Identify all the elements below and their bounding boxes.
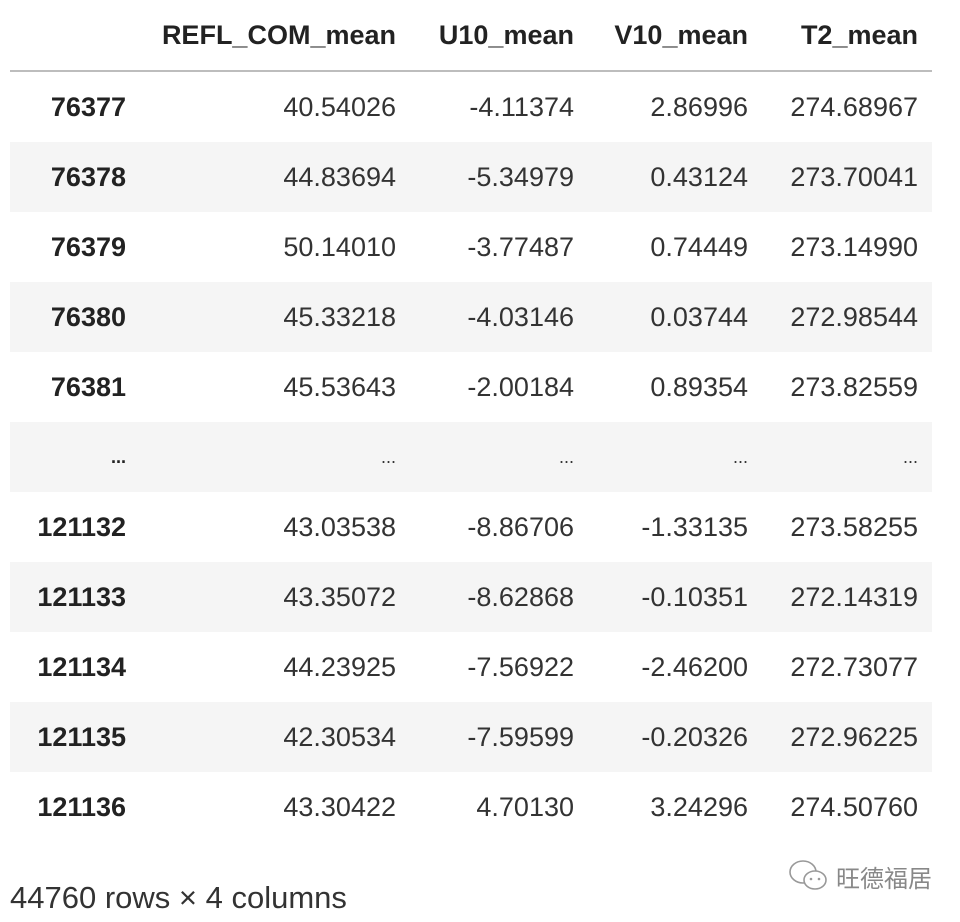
table-row: 76379 50.14010 -3.77487 0.74449 273.14990: [10, 212, 932, 282]
table-cell: 272.98544: [790, 301, 918, 332]
table-cell: 274.50760: [790, 791, 918, 822]
table-row: 76381 45.53643 -2.00184 0.89354 273.82559: [10, 352, 932, 422]
table-cell: 273.58255: [790, 511, 918, 542]
column-header: V10_mean: [588, 0, 762, 72]
row-index: 121135: [37, 721, 126, 752]
row-index: 121133: [37, 581, 126, 612]
table-cell: 43.35072: [283, 581, 396, 612]
table-cell: 2.86996: [650, 91, 748, 122]
header-row: REFL_COM_mean U10_mean V10_mean T2_mean: [10, 0, 932, 72]
table-cell: 44.23925: [283, 651, 396, 682]
row-index: ...: [110, 446, 126, 467]
table-row: 76378 44.83694 -5.34979 0.43124 273.70041: [10, 142, 932, 212]
table-cell: 0.89354: [650, 371, 748, 402]
row-index: 76378: [50, 161, 126, 192]
table-cell: 273.14990: [790, 231, 918, 262]
table-cell: -7.59599: [467, 721, 574, 752]
table-cell: 273.82559: [790, 371, 918, 402]
row-index: 76377: [50, 91, 126, 122]
table-cell: 40.54026: [283, 91, 396, 122]
table-row: 121135 42.30534 -7.59599 -0.20326 272.96225: [10, 702, 932, 772]
dataframe-table: REFL_COM_mean U10_mean V10_mean T2_mean …: [10, 0, 932, 842]
row-index: 76381: [50, 371, 126, 402]
table-cell: 0.03744: [650, 301, 748, 332]
table-cell: 272.96225: [790, 721, 918, 752]
table-cell: -5.34979: [467, 161, 574, 192]
column-header: T2_mean: [762, 0, 932, 72]
index-header: [10, 0, 140, 72]
row-index: 121134: [37, 651, 126, 682]
table-cell: -0.10351: [641, 581, 748, 612]
table-row: 76380 45.33218 -4.03146 0.03744 272.98544: [10, 282, 932, 352]
table-cell: -4.03146: [467, 301, 574, 332]
table-cell: 272.14319: [790, 581, 918, 612]
table-cell: 50.14010: [283, 231, 396, 262]
table-row: 121136 43.30422 4.70130 3.24296 274.50760: [10, 772, 932, 842]
table-cell: -2.46200: [641, 651, 748, 682]
column-header: REFL_COM_mean: [140, 0, 410, 72]
table-cell: ...: [558, 446, 574, 467]
row-index: 76379: [50, 231, 126, 262]
table-cell: ...: [902, 446, 918, 467]
column-header: U10_mean: [410, 0, 588, 72]
table-cell: -7.56922: [467, 651, 574, 682]
watermark: 旺德福居: [788, 858, 932, 894]
table-cell: -8.62868: [467, 581, 574, 612]
table-row: ...............: [10, 422, 932, 492]
table-cell: 45.33218: [283, 301, 396, 332]
watermark-text: 旺德福居: [836, 865, 932, 893]
table-cell: -3.77487: [467, 231, 574, 262]
row-index: 121136: [37, 791, 126, 822]
table-cell: ...: [380, 446, 396, 467]
table-cell: ...: [732, 446, 748, 467]
table-cell: 273.70041: [790, 161, 918, 192]
row-index: 76380: [50, 301, 126, 332]
row-index: 121132: [37, 511, 126, 542]
table-cell: 0.74449: [650, 231, 748, 262]
table-row: 121133 43.35072 -8.62868 -0.10351 272.14319: [10, 562, 932, 632]
table-cell: 42.30534: [283, 721, 396, 752]
table-cell: 43.03538: [283, 511, 396, 542]
table-row: 121132 43.03538 -8.86706 -1.33135 273.58255: [10, 492, 932, 562]
table-cell: 4.70130: [476, 791, 574, 822]
table-row: 76377 40.54026 -4.11374 2.86996 274.68967: [10, 71, 932, 142]
table-cell: 274.68967: [790, 91, 918, 122]
table-cell: -8.86706: [467, 511, 574, 542]
table-row: 121134 44.23925 -7.56922 -2.46200 272.73077: [10, 632, 932, 702]
table-cell: -1.33135: [641, 511, 748, 542]
table-cell: -2.00184: [467, 371, 574, 402]
table-cell: 272.73077: [790, 651, 918, 682]
table-cell: -0.20326: [641, 721, 748, 752]
table-cell: -4.11374: [469, 91, 574, 122]
wechat-icon: [789, 860, 827, 890]
table-cell: 45.53643: [283, 371, 396, 402]
table-cell: 44.83694: [283, 161, 396, 192]
shape-caption: 44760 rows × 4 columns: [10, 880, 347, 915]
table-cell: 3.24296: [650, 791, 748, 822]
table-cell: 0.43124: [650, 161, 748, 192]
table-cell: 43.30422: [283, 791, 396, 822]
